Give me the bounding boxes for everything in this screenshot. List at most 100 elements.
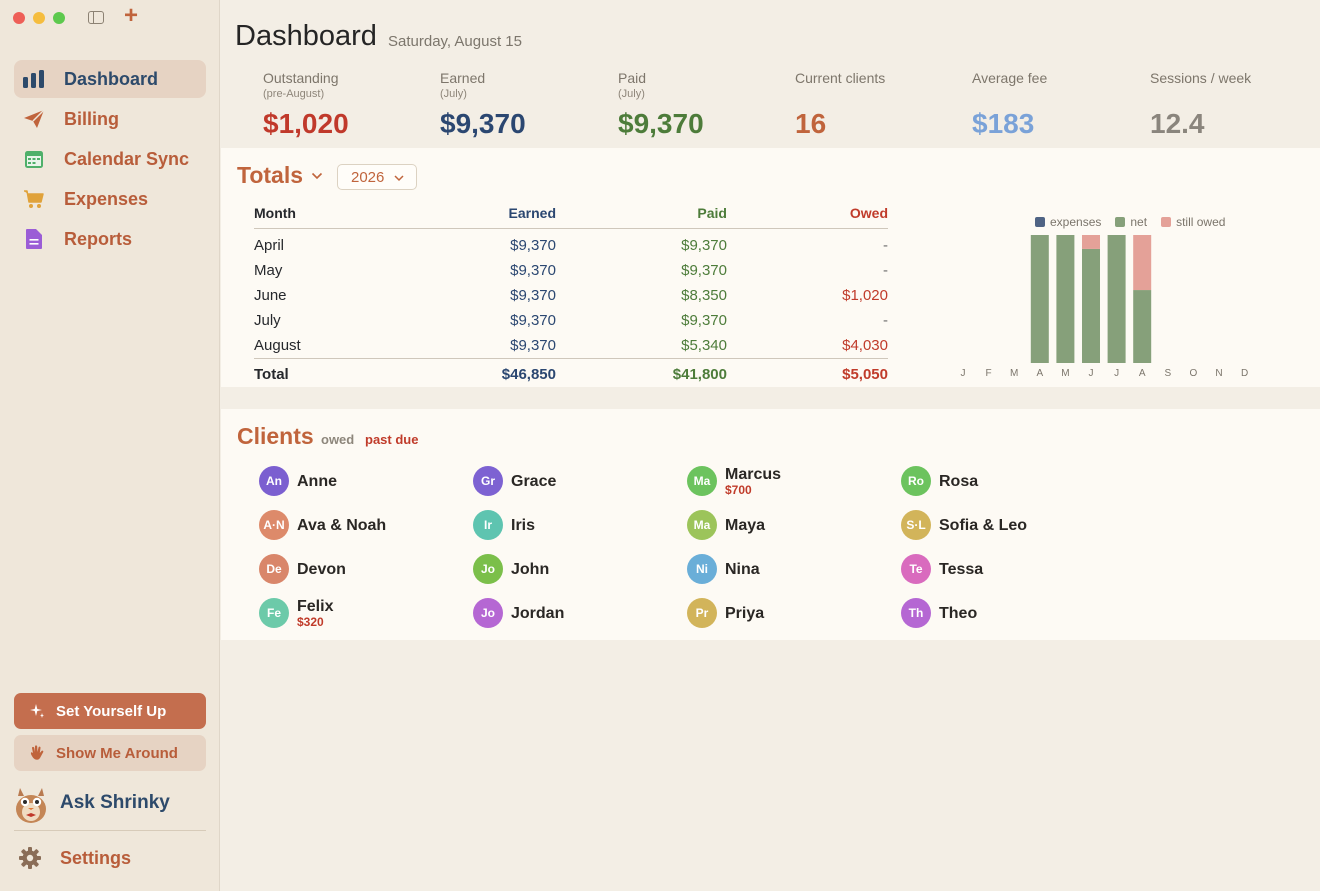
bar-net-5: [1082, 248, 1100, 363]
client-item[interactable]: Ir Iris: [473, 509, 535, 541]
nav-item-calendar-sync[interactable]: Calendar Sync: [14, 140, 206, 178]
client-name: Anne: [297, 472, 337, 490]
client-name: Nina: [725, 560, 760, 578]
settings-button[interactable]: Settings: [18, 844, 131, 872]
stat-sessions-per-week: Sessions / week 12.4: [1150, 70, 1252, 139]
client-item[interactable]: Th Theo: [901, 597, 977, 629]
client-name: Marcus: [725, 465, 782, 483]
x-tick-label: A: [1036, 368, 1043, 379]
client-name: Priya: [725, 604, 765, 622]
client-item[interactable]: An Anne: [259, 465, 337, 497]
legend-swatch: [1161, 217, 1172, 227]
client-item[interactable]: Gr Grace: [473, 465, 556, 497]
client-text: Marcus $700: [725, 466, 781, 497]
client-name: Theo: [939, 604, 978, 622]
client-text: Tessa: [939, 561, 983, 578]
stat-outstanding: Outstanding (pre-August) $1,020: [263, 70, 349, 139]
nav-item-reports[interactable]: Reports: [14, 220, 206, 258]
client-item[interactable]: S·L Sofia & Leo: [901, 509, 1027, 541]
client-item[interactable]: Jo John: [473, 553, 549, 585]
table-header-row: Month Earned Paid Owed: [254, 204, 888, 229]
window-controls: [13, 12, 65, 24]
client-name: Tessa: [939, 560, 984, 578]
x-tick-label: M: [1061, 368, 1069, 379]
x-tick-label: S: [1164, 368, 1171, 379]
client-name: Jordan: [511, 604, 565, 622]
client-item[interactable]: Pr Priya: [687, 597, 764, 629]
x-tick-label: A: [1139, 368, 1146, 379]
stats-row: Outstanding (pre-August) $1,020 Earned (…: [263, 70, 1303, 145]
totals-table: Month Earned Paid Owed April $9,370 $9,3…: [254, 204, 888, 387]
client-item[interactable]: Te Tessa: [901, 553, 983, 585]
avatar: S·L: [901, 510, 931, 540]
nav-item-dashboard[interactable]: Dashboard: [14, 60, 206, 98]
nav-item-billing[interactable]: Billing: [14, 100, 206, 138]
avatar: Ma: [687, 510, 717, 540]
legend-net: net: [1115, 215, 1147, 229]
bar-net-6: [1107, 235, 1126, 363]
close-window-button[interactable]: [13, 12, 25, 24]
table-row: August $9,370 $5,340 $4,030: [254, 337, 888, 354]
shopping-cart-icon: [22, 188, 46, 210]
avatar: An: [259, 466, 289, 496]
shrinky-mascot-icon: [16, 788, 46, 823]
gear-icon: [19, 847, 41, 869]
sidebar: + Dashboard Billing Calendar Sync Expens…: [0, 0, 220, 891]
column-header: Earned: [384, 204, 556, 229]
avatar: Ro: [901, 466, 931, 496]
client-item[interactable]: Fe Felix $320: [259, 597, 333, 629]
paper-plane-icon: [22, 108, 46, 130]
show-me-around-button[interactable]: Show Me Around: [14, 735, 206, 771]
client-text: Felix $320: [297, 598, 333, 629]
client-item[interactable]: Ro Rosa: [901, 465, 978, 497]
sparkle-icon: [28, 703, 46, 719]
legend-still-owed: still owed: [1161, 215, 1225, 229]
nav-item-expenses[interactable]: Expenses: [14, 180, 206, 218]
client-item[interactable]: Ni Nina: [687, 553, 760, 585]
client-text: Jordan: [511, 605, 564, 622]
sidebar-nav: Dashboard Billing Calendar Sync Expenses…: [14, 60, 206, 260]
avatar: Gr: [473, 466, 503, 496]
add-icon[interactable]: +: [124, 2, 139, 29]
client-item[interactable]: A·N Ava & Noah: [259, 509, 386, 541]
chevron-down-icon[interactable]: [311, 170, 323, 182]
client-text: Maya: [725, 517, 765, 534]
minimize-window-button[interactable]: [33, 12, 45, 24]
client-item[interactable]: Ma Maya: [687, 509, 765, 541]
sidebar-toggle-icon[interactable]: [88, 11, 104, 24]
x-tick-label: J: [961, 368, 966, 379]
year-select[interactable]: 2026: [337, 164, 417, 190]
table-row: July $9,370 $9,370 -: [254, 312, 888, 329]
nav-label: Billing: [64, 108, 119, 129]
avatar: Fe: [259, 598, 289, 628]
x-tick-label: O: [1190, 368, 1198, 379]
avatar: Th: [901, 598, 931, 628]
ask-shrinky-button[interactable]: Ask Shrinky: [10, 782, 170, 824]
client-text: Anne: [297, 473, 337, 490]
chart-bars-icon: [22, 68, 46, 90]
zoom-window-button[interactable]: [53, 12, 65, 24]
totals-panel: Totals 2026 Month Earned Paid Owed April…: [221, 148, 1320, 387]
avatar: Ir: [473, 510, 503, 540]
x-tick-label: J: [1114, 368, 1119, 379]
client-item[interactable]: De Devon: [259, 553, 346, 585]
x-tick-label: F: [986, 368, 992, 379]
legend-owed: owed: [321, 432, 355, 447]
client-item[interactable]: Ma Marcus $700: [687, 465, 781, 497]
column-header: Owed: [727, 204, 888, 229]
x-tick-label: J: [1089, 368, 1094, 379]
client-item[interactable]: Jo Jordan: [473, 597, 564, 629]
stat-earned: Earned (July) $9,370: [440, 70, 526, 139]
client-text: Nina: [725, 561, 760, 578]
set-yourself-up-button[interactable]: Set Yourself Up: [14, 693, 206, 729]
client-name: Rosa: [939, 472, 979, 490]
client-text: Ava & Noah: [297, 517, 386, 534]
table-row: June $9,370 $8,350 $1,020: [254, 287, 888, 304]
client-text: Iris: [511, 517, 535, 534]
waving-hand-icon: [28, 744, 46, 762]
nav-label: Calendar Sync: [64, 148, 190, 169]
client-name: Ava & Noah: [297, 516, 387, 534]
client-name: Grace: [511, 472, 557, 490]
main-content: Dashboard Saturday, August 15 Outstandin…: [221, 0, 1320, 891]
avatar: Te: [901, 554, 931, 584]
